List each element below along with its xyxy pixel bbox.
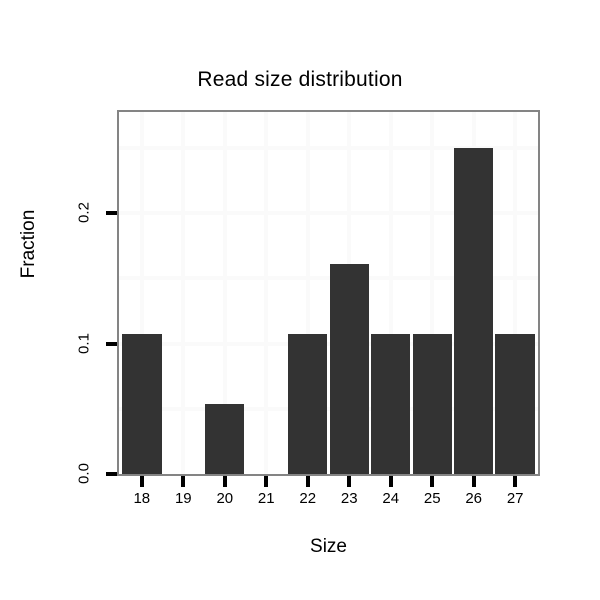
gridline-horizontal bbox=[119, 276, 538, 281]
gridline-vertical bbox=[264, 112, 269, 474]
gridline-horizontal bbox=[119, 211, 538, 216]
x-axis-tick bbox=[222, 476, 227, 487]
bar bbox=[205, 403, 245, 474]
gridline-horizontal bbox=[119, 406, 538, 411]
gridline-vertical bbox=[181, 112, 186, 474]
gridline-horizontal bbox=[119, 341, 538, 346]
bar bbox=[288, 334, 328, 474]
chart-title: Read size distribution bbox=[197, 68, 403, 91]
bar bbox=[122, 334, 162, 474]
gridline-vertical bbox=[305, 112, 310, 474]
x-axis-tick bbox=[139, 476, 144, 487]
x-axis-tick bbox=[388, 476, 393, 487]
x-axis-tick-label: 18 bbox=[133, 490, 151, 507]
bar bbox=[495, 334, 535, 474]
plot-panel bbox=[117, 110, 540, 476]
x-axis-tick-label: 25 bbox=[423, 490, 441, 507]
gridline-vertical bbox=[139, 112, 144, 474]
x-axis-tick bbox=[347, 476, 352, 487]
bar bbox=[371, 334, 411, 474]
y-axis-tick-label: 0.1 bbox=[75, 332, 93, 354]
y-axis-tick bbox=[106, 211, 117, 216]
x-axis-tick-label: 23 bbox=[340, 490, 358, 507]
x-axis-tick-label: 20 bbox=[216, 490, 234, 507]
x-axis-tick-label: 22 bbox=[299, 490, 317, 507]
x-axis-tick-label: 27 bbox=[506, 490, 524, 507]
bar bbox=[412, 334, 452, 474]
x-axis-tick-label: 24 bbox=[382, 490, 400, 507]
gridline-vertical bbox=[388, 112, 393, 474]
gridline-vertical bbox=[513, 112, 518, 474]
x-axis-tick bbox=[264, 476, 269, 487]
x-axis-tick-label: 19 bbox=[174, 490, 192, 507]
x-axis-tick-label: 21 bbox=[257, 490, 275, 507]
x-axis-tick bbox=[430, 476, 435, 487]
bar bbox=[329, 263, 369, 474]
gridline-vertical bbox=[222, 112, 227, 474]
y-axis-tick bbox=[106, 341, 117, 346]
bar bbox=[453, 147, 494, 474]
plot-area bbox=[119, 112, 538, 474]
y-axis-tick bbox=[106, 472, 117, 476]
x-axis-tick bbox=[513, 476, 518, 487]
gridline-horizontal bbox=[119, 145, 538, 150]
x-axis-tick bbox=[471, 476, 476, 487]
x-axis-tick-label: 26 bbox=[465, 490, 483, 507]
x-axis-tick bbox=[181, 476, 186, 487]
x-axis-label: Size bbox=[310, 536, 347, 557]
y-axis-label: Fraction bbox=[18, 209, 39, 279]
y-axis-tick-label: 0.2 bbox=[75, 202, 93, 224]
gridline-vertical bbox=[430, 112, 435, 474]
x-axis-tick bbox=[305, 476, 310, 487]
y-axis-tick-label: 0.0 bbox=[75, 463, 93, 484]
